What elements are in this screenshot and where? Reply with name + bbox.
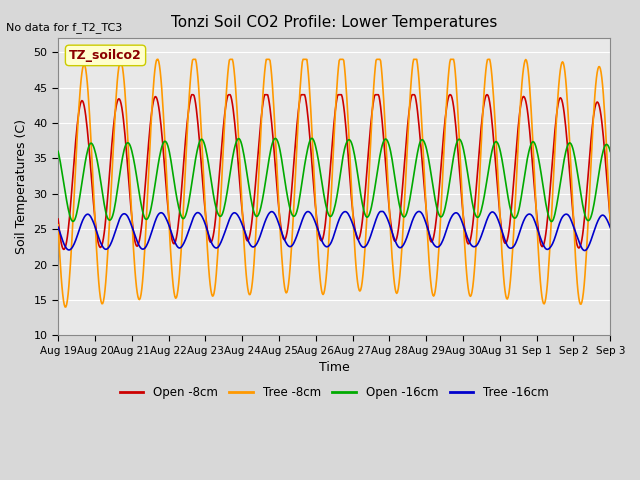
Y-axis label: Soil Temperatures (C): Soil Temperatures (C) xyxy=(15,119,28,254)
X-axis label: Time: Time xyxy=(319,361,349,374)
Text: TZ_soilco2: TZ_soilco2 xyxy=(69,49,142,62)
Text: No data for f_T2_TC3: No data for f_T2_TC3 xyxy=(6,22,123,33)
Legend: Open -8cm, Tree -8cm, Open -16cm, Tree -16cm: Open -8cm, Tree -8cm, Open -16cm, Tree -… xyxy=(115,381,554,404)
Title: Tonzi Soil CO2 Profile: Lower Temperatures: Tonzi Soil CO2 Profile: Lower Temperatur… xyxy=(171,15,497,30)
